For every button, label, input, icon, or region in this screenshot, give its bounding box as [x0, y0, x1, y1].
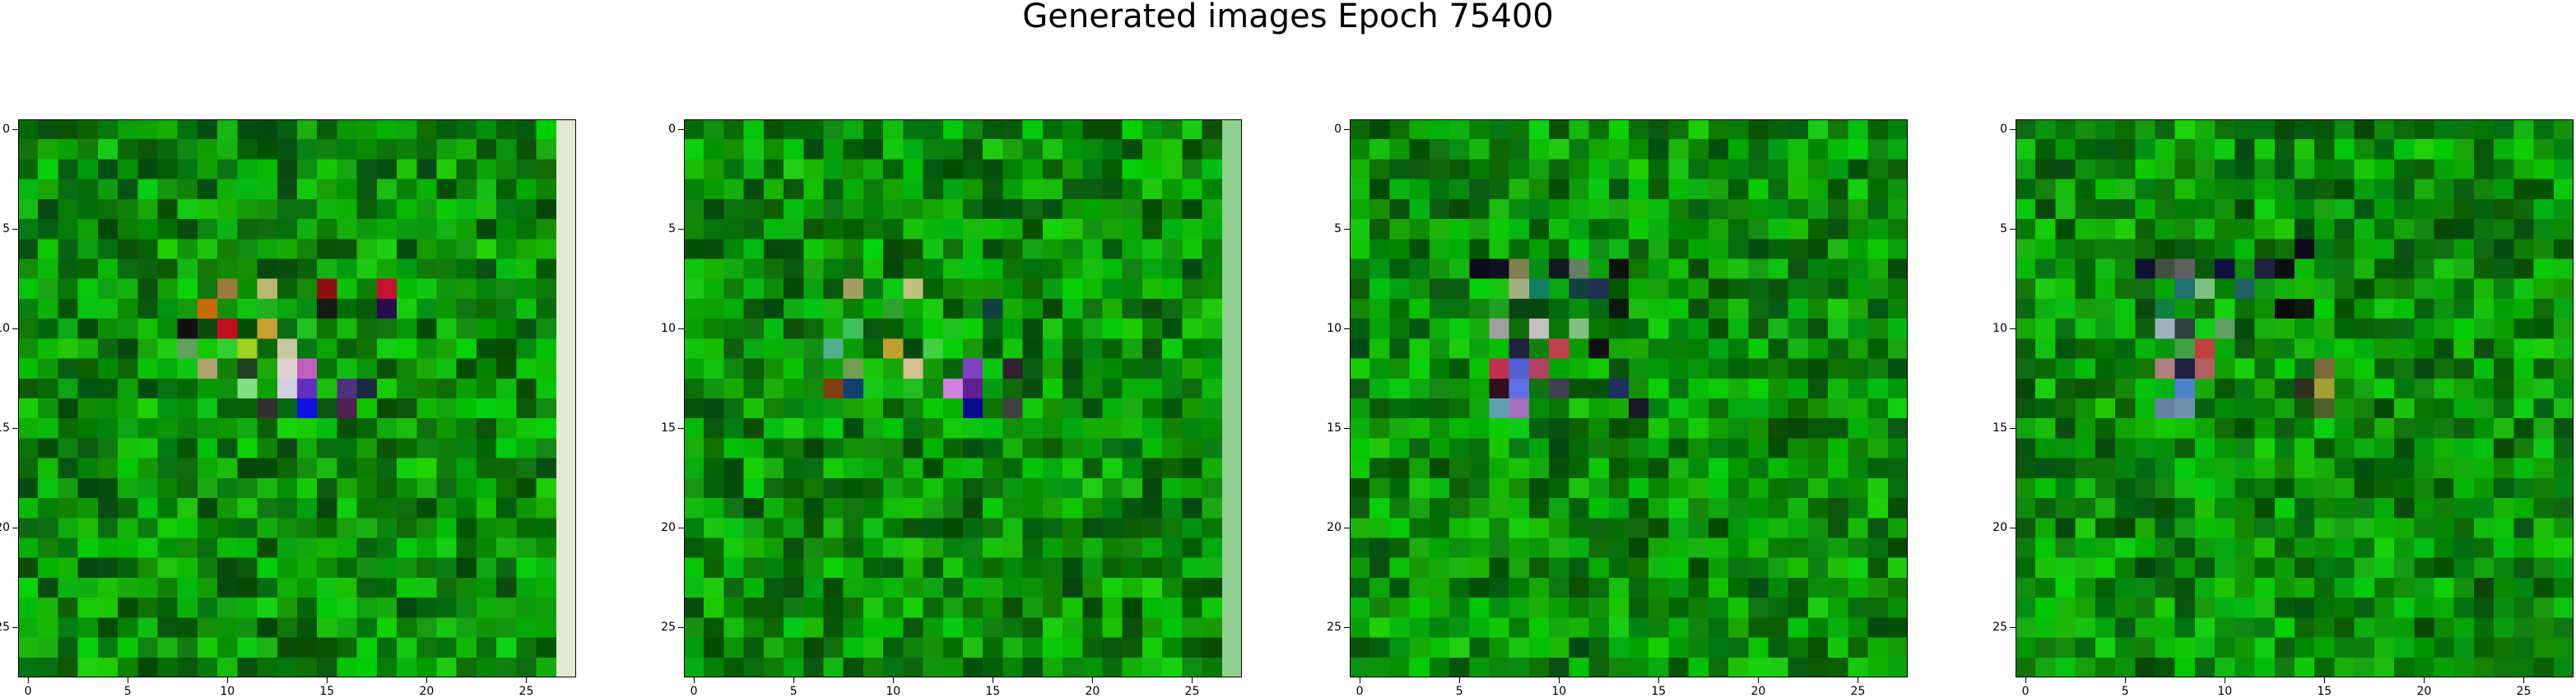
- x-tick-label: 20: [1751, 685, 1766, 698]
- x-tick-label: 25: [1850, 685, 1866, 698]
- y-tick-label: 5: [1334, 222, 1341, 236]
- x-tick-label: 5: [2121, 685, 2129, 698]
- y-tick-label: 5: [2, 222, 10, 236]
- x-tick-label: 20: [419, 685, 435, 698]
- y-tick: [12, 626, 18, 628]
- x-tick-label: 15: [319, 685, 335, 698]
- x-tick-label: 10: [1551, 685, 1567, 698]
- x-tick: [693, 677, 695, 683]
- x-tick-label: 15: [985, 685, 1001, 698]
- y-tick-label: 15: [1327, 421, 1341, 435]
- x-tick: [1191, 677, 1193, 683]
- x-tick: [326, 677, 328, 683]
- x-tick-label: 15: [2317, 685, 2332, 698]
- y-tick-label: 25: [1327, 621, 1341, 635]
- y-tick-label: 25: [661, 621, 676, 635]
- x-tick-label: 20: [2416, 685, 2432, 698]
- generated-image-1: [18, 119, 576, 677]
- x-tick: [1757, 677, 1759, 683]
- y-tick: [678, 128, 684, 130]
- y-tick-label: 0: [668, 123, 676, 137]
- y-tick-label: 0: [1334, 123, 1341, 137]
- y-tick: [2010, 228, 2016, 230]
- y-tick-label: 15: [0, 421, 10, 435]
- x-tick: [1458, 677, 1460, 683]
- x-tick: [2323, 677, 2325, 683]
- x-tick: [892, 677, 894, 683]
- x-tick: [1658, 677, 1659, 683]
- x-tick: [2025, 677, 2026, 683]
- y-tick-label: 0: [2000, 123, 2007, 137]
- x-tick: [1558, 677, 1560, 683]
- x-tick: [425, 677, 427, 683]
- y-tick: [12, 427, 18, 429]
- y-tick: [678, 228, 684, 230]
- x-tick-label: 0: [690, 685, 698, 698]
- y-tick-label: 10: [661, 322, 676, 336]
- y-tick-label: 10: [1327, 322, 1341, 336]
- x-tick: [1091, 677, 1093, 683]
- x-tick-label: 25: [1184, 685, 1200, 698]
- y-tick-label: 5: [668, 222, 676, 236]
- x-tick-label: 5: [1455, 685, 1463, 698]
- x-tick: [793, 677, 794, 683]
- y-tick: [2010, 427, 2016, 429]
- y-tick: [1344, 128, 1350, 130]
- x-tick-label: 10: [220, 685, 235, 698]
- x-tick: [525, 677, 527, 683]
- y-tick: [1344, 228, 1350, 230]
- y-tick: [1344, 626, 1350, 628]
- generated-image-4: [2016, 119, 2574, 677]
- y-tick-label: 15: [1992, 421, 2007, 435]
- image-panel-1: 0 5 10 15 20 25 0 5 10 15 20 25: [0, 119, 576, 698]
- generated-image-2: [684, 119, 1242, 677]
- y-tick: [2010, 128, 2016, 130]
- x-tick-label: 10: [886, 685, 901, 698]
- x-tick: [2523, 677, 2524, 683]
- y-tick: [12, 328, 18, 329]
- y-tick: [1344, 328, 1350, 329]
- y-tick: [678, 626, 684, 628]
- image-panel-3: 0 5 10 15 20 25 0 5 10 15 20 25: [1327, 119, 1908, 698]
- y-tick-label: 5: [2000, 222, 2007, 236]
- figure-title: Generated images Epoch 75400: [1022, 0, 1554, 35]
- y-tick-label: 0: [2, 123, 10, 137]
- x-tick-label: 0: [24, 685, 32, 698]
- y-tick: [678, 328, 684, 329]
- y-tick-label: 10: [1992, 322, 2007, 336]
- x-tick-label: 15: [1651, 685, 1667, 698]
- y-tick-label: 20: [1327, 521, 1341, 535]
- y-tick-label: 15: [661, 421, 676, 435]
- x-tick-label: 10: [2217, 685, 2233, 698]
- x-tick-label: 5: [789, 685, 797, 698]
- y-tick-label: 20: [1992, 521, 2007, 535]
- x-tick: [2124, 677, 2126, 683]
- image-panel-2: 0 5 10 15 20 25 0 5 10 15 20 25: [661, 119, 1242, 698]
- x-tick-label: 0: [1355, 685, 1364, 698]
- y-tick-label: 25: [0, 621, 10, 635]
- generated-image-3: [1350, 119, 1908, 677]
- x-tick-label: 20: [1085, 685, 1100, 698]
- y-tick: [2010, 328, 2016, 329]
- y-tick-label: 10: [0, 322, 10, 336]
- y-tick: [12, 228, 18, 230]
- image-panel-4: 0 5 10 15 20 25 0 5 10 15 20 25: [1992, 119, 2574, 698]
- y-tick-label: 20: [0, 521, 10, 535]
- y-tick-label: 25: [1992, 621, 2007, 635]
- y-tick: [1344, 427, 1350, 429]
- x-tick: [226, 677, 228, 683]
- x-tick-label: 25: [518, 685, 534, 698]
- y-tick: [12, 128, 18, 130]
- x-tick: [27, 677, 29, 683]
- y-tick: [2010, 626, 2016, 628]
- x-tick-label: 25: [2516, 685, 2532, 698]
- x-tick-label: 0: [2021, 685, 2030, 698]
- y-tick: [678, 427, 684, 429]
- x-tick-label: 5: [123, 685, 132, 698]
- y-tick-label: 20: [661, 521, 676, 535]
- x-tick: [2423, 677, 2425, 683]
